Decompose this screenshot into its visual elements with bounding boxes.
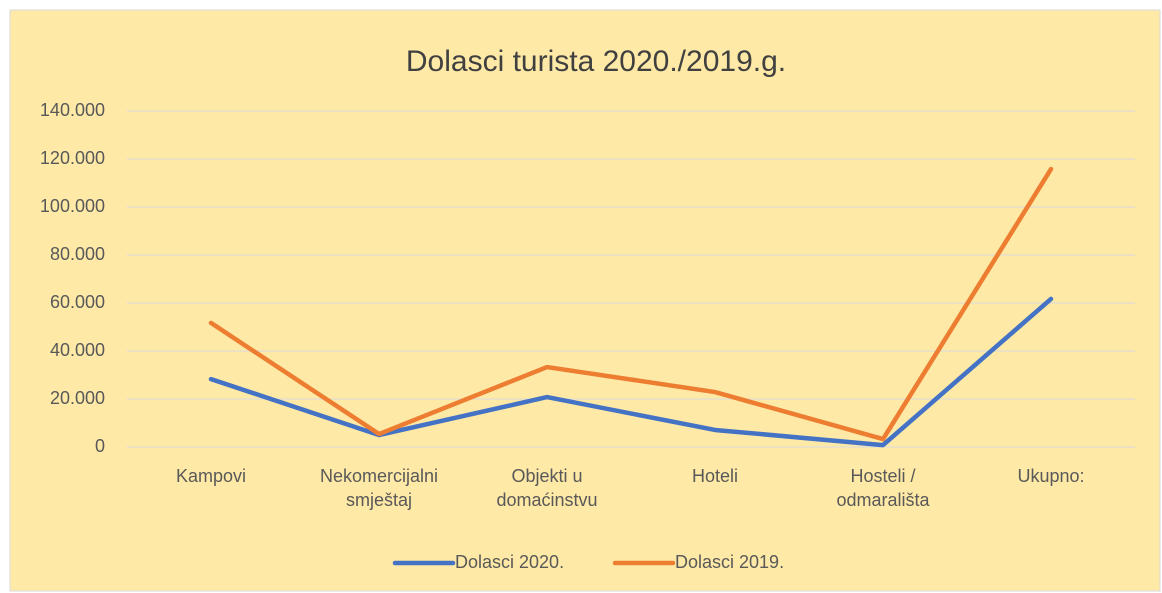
- data-line: [208, 166, 1054, 442]
- y-tick-label: 120.000: [40, 148, 105, 168]
- y-tick-label: 0: [95, 436, 105, 456]
- x-tick-label: Kampovi: [175, 466, 247, 486]
- chart-title: Dolasci turista 2020./2019.g.: [406, 45, 786, 78]
- x-tick-label: Hoteli: [691, 466, 739, 486]
- x-tick-label: Nekomercijalni smještaj: [319, 466, 439, 510]
- legend-label: Dolasci 2020.: [455, 552, 564, 572]
- x-tick-label: Ukupno:: [1017, 466, 1085, 486]
- data-line: [208, 296, 1054, 448]
- y-tick-label: 140.000: [40, 100, 105, 120]
- y-tick-label: 40.000: [50, 340, 105, 360]
- y-tick-label: 60.000: [50, 292, 105, 312]
- y-tick-label: 100.000: [40, 196, 105, 216]
- x-tick-label: Hosteli / odmarališta: [836, 466, 930, 510]
- legend-label: Dolasci 2019.: [675, 552, 784, 572]
- y-tick-label: 20.000: [50, 388, 105, 408]
- x-tick-label: Objekti u domaćinstvu: [496, 466, 598, 510]
- y-tick-label: 80.000: [50, 244, 105, 264]
